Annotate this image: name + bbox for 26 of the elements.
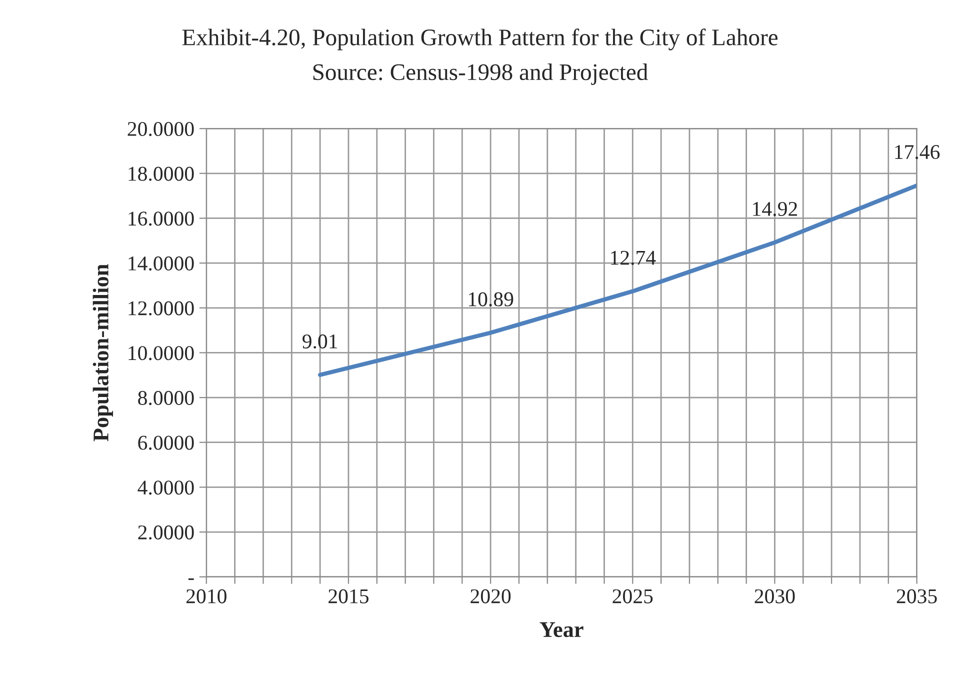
y-axis-title: Population-million	[92, 264, 113, 442]
chart-subtitle: Source: Census-1998 and Projected	[313, 64, 648, 85]
x-tick-label: 2030	[754, 589, 795, 604]
y-tick-label: -	[188, 578, 194, 580]
x-tick-label: 2025	[612, 589, 653, 604]
x-axis-title: Year	[540, 622, 584, 638]
y-tick-label: 12.0000	[128, 301, 194, 316]
x-tick-label: 2015	[328, 589, 368, 604]
y-tick-label: 18.0000	[128, 166, 194, 181]
y-tick-label: 2.0000	[138, 525, 194, 540]
data-label: 10.89	[468, 292, 514, 306]
x-tick-label: 2020	[470, 589, 511, 604]
y-tick-label: 14.0000	[128, 256, 194, 271]
data-label: 17.46	[895, 145, 940, 160]
y-tick-label: 20.0000	[128, 122, 194, 136]
y-tick-label: 10.0000	[128, 346, 194, 360]
y-tick-label: 6.0000	[138, 436, 194, 450]
y-tick-label: 4.0000	[138, 480, 194, 495]
x-tick-label: 2035	[896, 589, 937, 604]
x-tick-label: 2010	[186, 589, 226, 604]
y-tick-label: 8.0000	[138, 390, 194, 406]
data-label: 9.01	[302, 334, 338, 349]
data-label: 14.92	[753, 202, 798, 216]
data-label: 12.74	[611, 250, 656, 265]
y-tick-label: 16.0000	[128, 212, 194, 226]
chart-title: Exhibit-4.20, Population Growth Pattern for the City of Lahore	[182, 28, 778, 50]
